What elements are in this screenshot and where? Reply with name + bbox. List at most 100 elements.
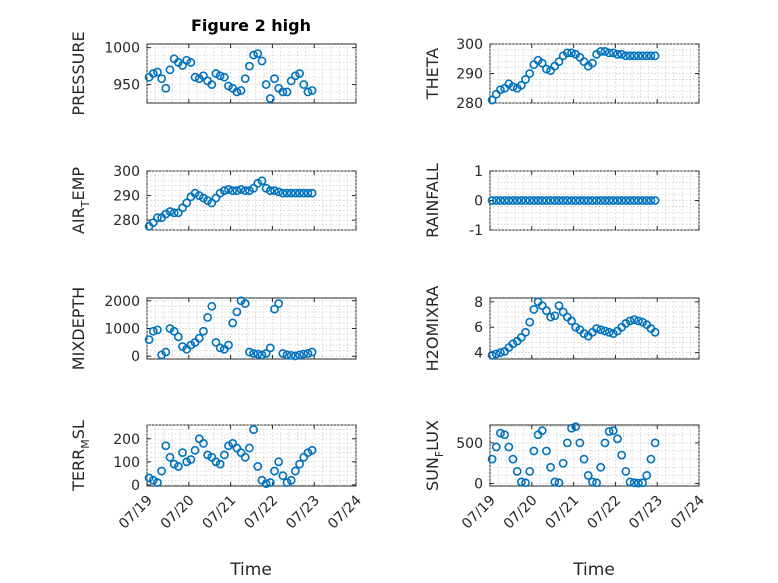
data-point <box>558 196 568 205</box>
data-point <box>286 76 296 86</box>
y-axis-label: PRESSURE <box>69 31 88 115</box>
y-tick-label: 500 <box>456 436 483 452</box>
y-tick-label: 290 <box>456 67 483 83</box>
data-point <box>274 299 284 308</box>
data-point <box>500 196 510 205</box>
x-axis-label-right: Time <box>572 560 615 580</box>
data-point <box>642 196 652 205</box>
data-point <box>253 49 263 58</box>
data-point <box>629 315 639 325</box>
data-point <box>596 462 606 472</box>
data-point <box>625 51 635 61</box>
data-point <box>299 188 309 198</box>
data-point <box>625 316 635 326</box>
data-point <box>224 340 233 350</box>
data-point <box>190 445 200 455</box>
data-point <box>215 71 225 81</box>
y-tick-label: 1 <box>474 164 483 180</box>
data-point <box>558 458 568 468</box>
subplot-terr-msl: 0 100 200 07/19 07/20 07/21 07/22 07/23 07/24 TER… <box>69 420 365 532</box>
data-point <box>533 196 543 205</box>
data-point <box>516 80 526 90</box>
data-point <box>253 349 263 359</box>
plot-area <box>146 43 357 104</box>
data-point <box>307 188 317 198</box>
data-point <box>604 48 614 58</box>
data-point <box>261 80 271 89</box>
data-point <box>165 207 175 216</box>
x-tick-label: 07/21 <box>200 493 240 533</box>
data-point <box>512 466 522 476</box>
data-point <box>521 478 530 488</box>
data-point <box>253 462 263 471</box>
data-point <box>496 196 505 205</box>
data-point <box>249 349 258 358</box>
data-point <box>290 188 300 198</box>
data-point <box>604 427 614 436</box>
data-point <box>270 186 279 196</box>
y-tick-label: 200 <box>113 432 140 448</box>
data-point <box>491 196 501 205</box>
subplot-theta: 280 290 300 THETA <box>423 37 700 112</box>
data-point <box>575 438 585 448</box>
data-point <box>521 196 530 205</box>
data-point <box>571 422 581 432</box>
data-point <box>186 455 196 464</box>
data-point <box>307 86 317 95</box>
data-point <box>592 324 601 333</box>
data-point <box>600 196 610 205</box>
y-tick-label: 1000 <box>104 41 140 57</box>
data-point <box>617 450 627 460</box>
x-tick-label: 07/23 <box>283 493 323 533</box>
data-point <box>487 350 497 360</box>
data-point <box>295 69 304 78</box>
data-point <box>633 51 643 61</box>
plot-area <box>489 170 700 231</box>
data-point <box>546 462 556 472</box>
x-tick-label: 07/19 <box>459 493 499 533</box>
data-point <box>600 326 610 336</box>
plot-area <box>489 424 700 487</box>
data-point <box>550 477 560 487</box>
data-point <box>219 186 229 196</box>
data-point <box>600 438 610 448</box>
data-point <box>508 82 518 92</box>
data-point <box>286 350 296 360</box>
y-tick-label: 2000 <box>104 294 140 310</box>
data-point <box>613 434 622 444</box>
data-point <box>596 46 606 56</box>
data-point <box>529 305 539 314</box>
subplot-mixdepth: 0 1000 2000 MIXDEPTH <box>69 287 357 370</box>
data-point <box>307 445 317 455</box>
data-point <box>562 48 572 58</box>
subplot-sun-flux: 0 500 07/19 07/20 07/21 07/22 07/23 07/24 SUNFLU… <box>423 420 708 532</box>
data-point <box>567 196 576 205</box>
data-point <box>542 196 551 205</box>
y-tick-label: 280 <box>113 213 140 229</box>
data-point <box>542 64 551 74</box>
x-axis-label-left: Time <box>229 560 272 580</box>
data-point <box>496 85 505 95</box>
data-point <box>278 87 288 97</box>
data-point <box>303 349 313 358</box>
data-point <box>148 326 158 336</box>
subplot-h2omixra: 4 6 8 H2OMIXRA <box>423 286 700 371</box>
data-point <box>579 454 589 464</box>
data-point <box>579 196 589 205</box>
data-point <box>257 176 267 186</box>
y-axis-label: RAINFALL <box>423 163 442 238</box>
data-point <box>508 454 518 464</box>
data-point <box>282 350 292 360</box>
data-point <box>487 454 497 464</box>
data-point <box>650 438 660 448</box>
y-axis-label: MIXDEPTH <box>69 287 88 370</box>
data-point <box>157 466 167 476</box>
data-point <box>228 186 238 196</box>
data-point <box>278 349 288 358</box>
y-tick-label: 8 <box>474 295 483 311</box>
data-point <box>516 332 526 342</box>
data-point <box>278 471 288 481</box>
data-point <box>270 74 279 84</box>
data-point <box>633 196 643 205</box>
data-point <box>592 478 601 488</box>
